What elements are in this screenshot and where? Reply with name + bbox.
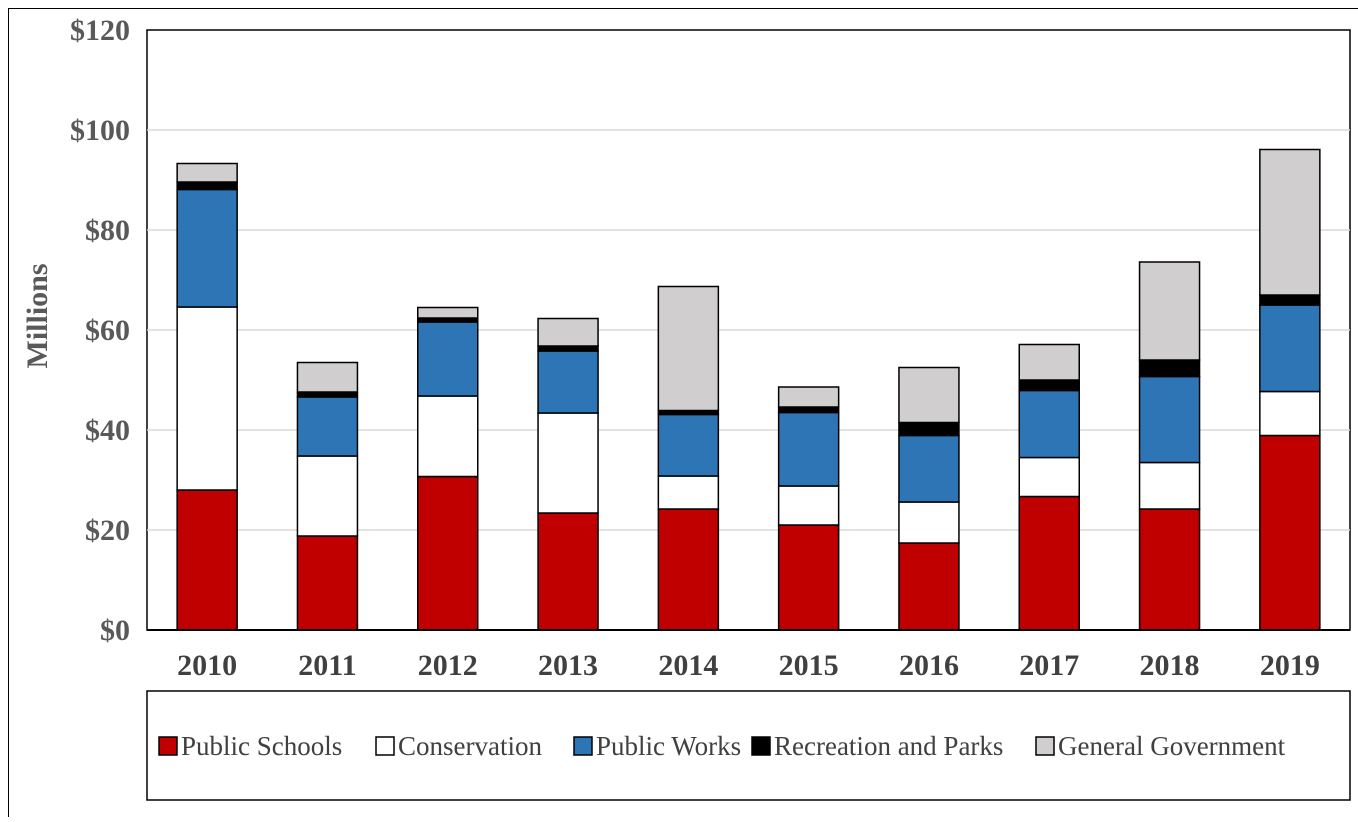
bar-stack-2013	[537, 317, 599, 631]
bar-segment	[417, 321, 479, 397]
legend-item: Public Schools	[158, 731, 342, 761]
bar-segment	[537, 350, 599, 414]
legend-label: Public Works	[596, 731, 741, 761]
bar-segment	[296, 361, 359, 393]
y-tick-labels: $0 $20 $40 $60 $80 $100 $120	[70, 14, 130, 647]
bar-segment	[1259, 434, 1321, 631]
x-tick-label: 2019	[1260, 649, 1320, 682]
bar-segment	[898, 542, 960, 631]
x-tick-label: 2014	[658, 649, 718, 682]
x-tick-label: 2017	[1019, 649, 1079, 682]
x-tick-label: 2016	[899, 649, 959, 682]
bar-stack-2018	[1138, 261, 1201, 631]
legend: Public Schools Conservation Public Works Re…	[146, 690, 1351, 801]
bar-segment	[1018, 343, 1080, 381]
y-tick-label: $120	[70, 14, 130, 47]
y-tick-label: $100	[70, 114, 130, 147]
bar-stack-2019	[1259, 148, 1321, 631]
x-category-labels: 2010 2011 2012 2013 2014 2015 2016 2017 2018 2019	[177, 649, 1320, 682]
x-tick-label: 2012	[418, 649, 478, 682]
bar-segment	[1138, 461, 1201, 510]
bar-segment	[898, 366, 960, 424]
bar-stack-2015	[777, 386, 840, 631]
bar-segment	[777, 406, 840, 414]
bar-segment	[417, 395, 479, 478]
bar-stack-2012	[417, 306, 479, 631]
bar-segment	[296, 535, 359, 631]
legend-item: Conservation	[375, 731, 542, 761]
bar-segment	[417, 306, 479, 319]
y-tick-label: $0	[100, 614, 130, 647]
legend-item: Recreation and Parks	[751, 731, 1003, 761]
bar-segment	[1138, 359, 1201, 378]
bars	[176, 148, 1321, 631]
legend-label: Recreation and Parks	[774, 731, 1003, 761]
bar-segment	[1018, 379, 1080, 392]
bar-stack-2014	[657, 285, 720, 631]
bar-segment	[1259, 294, 1321, 306]
bar-segment	[176, 188, 238, 308]
bar-stack-2017	[1018, 343, 1080, 631]
y-tick-label: $80	[85, 214, 130, 247]
bar-segment	[296, 396, 359, 457]
bar-segment	[657, 475, 720, 510]
bar-segment	[777, 386, 840, 408]
bar-segment	[777, 524, 840, 631]
bar-segment	[417, 475, 479, 631]
legend-label: General Government	[1058, 731, 1286, 761]
bar-segment	[176, 489, 238, 631]
bar-segment	[1259, 148, 1321, 296]
bar-segment	[1138, 261, 1201, 361]
bar-segment	[1259, 390, 1321, 437]
bar-segment	[657, 413, 720, 477]
bar-segment	[537, 512, 599, 631]
bar-segment	[1138, 508, 1201, 631]
bar-segment	[296, 455, 359, 537]
bar-segment	[657, 285, 720, 412]
bar-stack-2016	[898, 366, 960, 631]
bar-segment	[1018, 389, 1080, 459]
y-axis-label: Millions	[21, 263, 54, 368]
x-tick-label: 2015	[779, 649, 839, 682]
x-tick-label: 2010	[177, 649, 237, 682]
legend-item: General Government	[1035, 731, 1286, 761]
x-tick-label: 2011	[298, 649, 356, 682]
bar-segment	[176, 306, 238, 491]
bar-segment	[1018, 456, 1080, 498]
bar-segment	[777, 485, 840, 526]
bar-segment	[898, 501, 960, 544]
x-tick-label: 2018	[1140, 649, 1200, 682]
legend-label: Public Schools	[181, 731, 342, 761]
legend-box	[146, 690, 1351, 801]
legend-label: Conservation	[398, 731, 542, 761]
legend-swatch	[751, 736, 771, 756]
bar-segment	[1259, 304, 1321, 393]
bar-segment	[898, 434, 960, 503]
legend-item: Public Works	[573, 731, 741, 761]
y-tick-label: $40	[85, 414, 130, 447]
bar-segment	[176, 181, 238, 191]
bar-segment	[537, 412, 599, 514]
legend-swatch	[375, 736, 395, 756]
bar-segment	[777, 411, 840, 487]
legend-swatch	[158, 736, 178, 756]
y-tick-label: $20	[85, 514, 130, 547]
bar-segment	[898, 421, 960, 437]
bar-segment	[1138, 375, 1201, 464]
legend-swatch	[1035, 736, 1055, 756]
bar-segment	[657, 508, 720, 631]
bar-segment	[1018, 495, 1080, 631]
bar-segment	[176, 162, 238, 183]
bar-stack-2010	[176, 162, 238, 631]
bar-stack-2011	[296, 361, 359, 631]
x-tick-label: 2013	[538, 649, 598, 682]
legend-swatch	[573, 736, 593, 756]
bar-segment	[537, 317, 599, 347]
y-tick-label: $60	[85, 314, 130, 347]
